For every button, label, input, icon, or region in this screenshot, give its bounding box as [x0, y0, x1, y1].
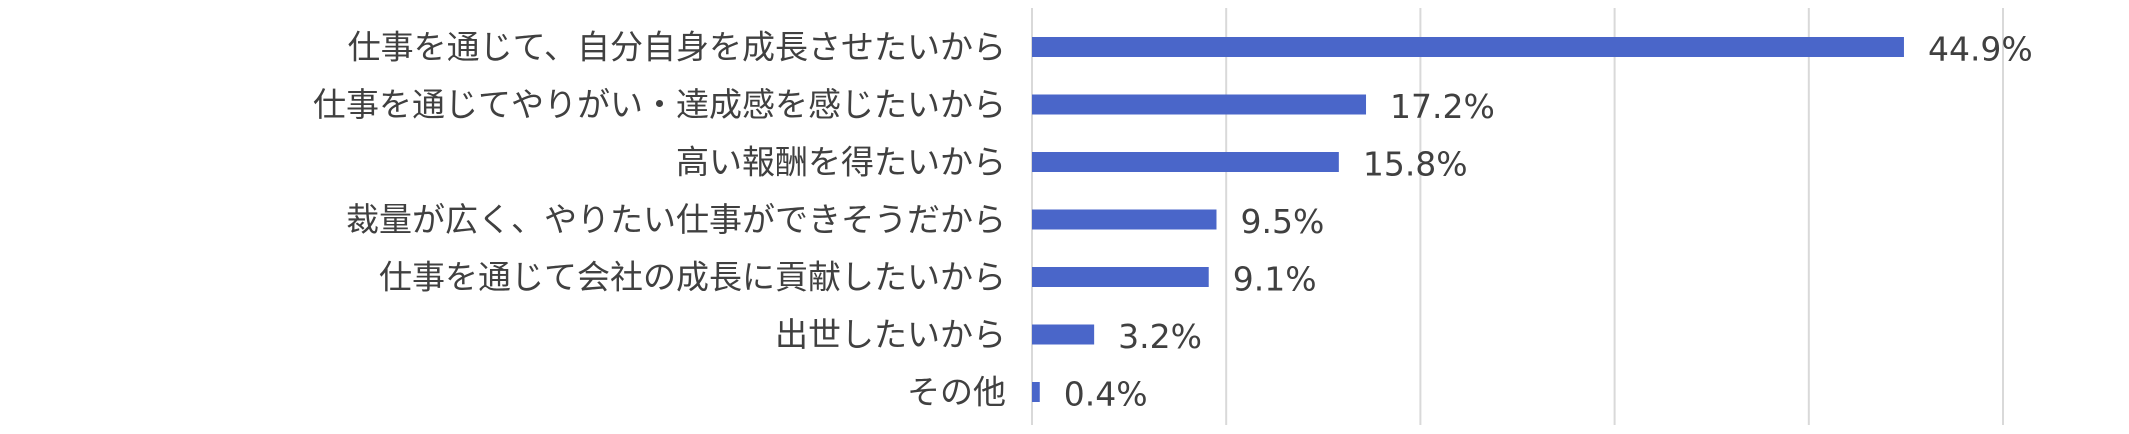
category-label: 高い報酬を得たいから [676, 143, 1006, 182]
value-label: 9.1% [1233, 260, 1317, 299]
category-label: 出世したいから [775, 315, 1006, 354]
value-label: 3.2% [1118, 317, 1202, 356]
category-label: 仕事を通じてやりがい・達成感を感じたいから [313, 85, 1006, 124]
gridlines [1031, 8, 2004, 425]
bar [1032, 324, 1095, 345]
bar [1032, 267, 1209, 287]
category-labels: 仕事を通じて、自分自身を成長させたいから仕事を通じてやりがい・達成感を感じたいか… [313, 28, 1006, 412]
value-label: 44.9% [1928, 30, 2033, 69]
bar [1032, 152, 1339, 172]
value-label: 17.2% [1390, 87, 1495, 126]
bar [1032, 37, 1904, 57]
category-label: その他 [907, 373, 1006, 412]
value-labels: 44.9% 17.2% 15.8% 9.5% 9.1% 3.2% 0.4% [1064, 30, 2033, 414]
value-label: 15.8% [1363, 145, 1468, 184]
category-label: 仕事を通じて、自分自身を成長させたいから [348, 28, 1006, 67]
category-label: 裁量が広く、やりたい仕事ができそうだから [346, 200, 1006, 239]
value-label: 9.5% [1240, 202, 1324, 241]
bar [1032, 94, 1367, 115]
value-label: 0.4% [1064, 375, 1148, 414]
category-label: 仕事を通じて会社の成長に貢献したいから [379, 258, 1006, 297]
bars [1032, 37, 1904, 402]
bar [1032, 209, 1217, 230]
bar [1032, 382, 1040, 402]
